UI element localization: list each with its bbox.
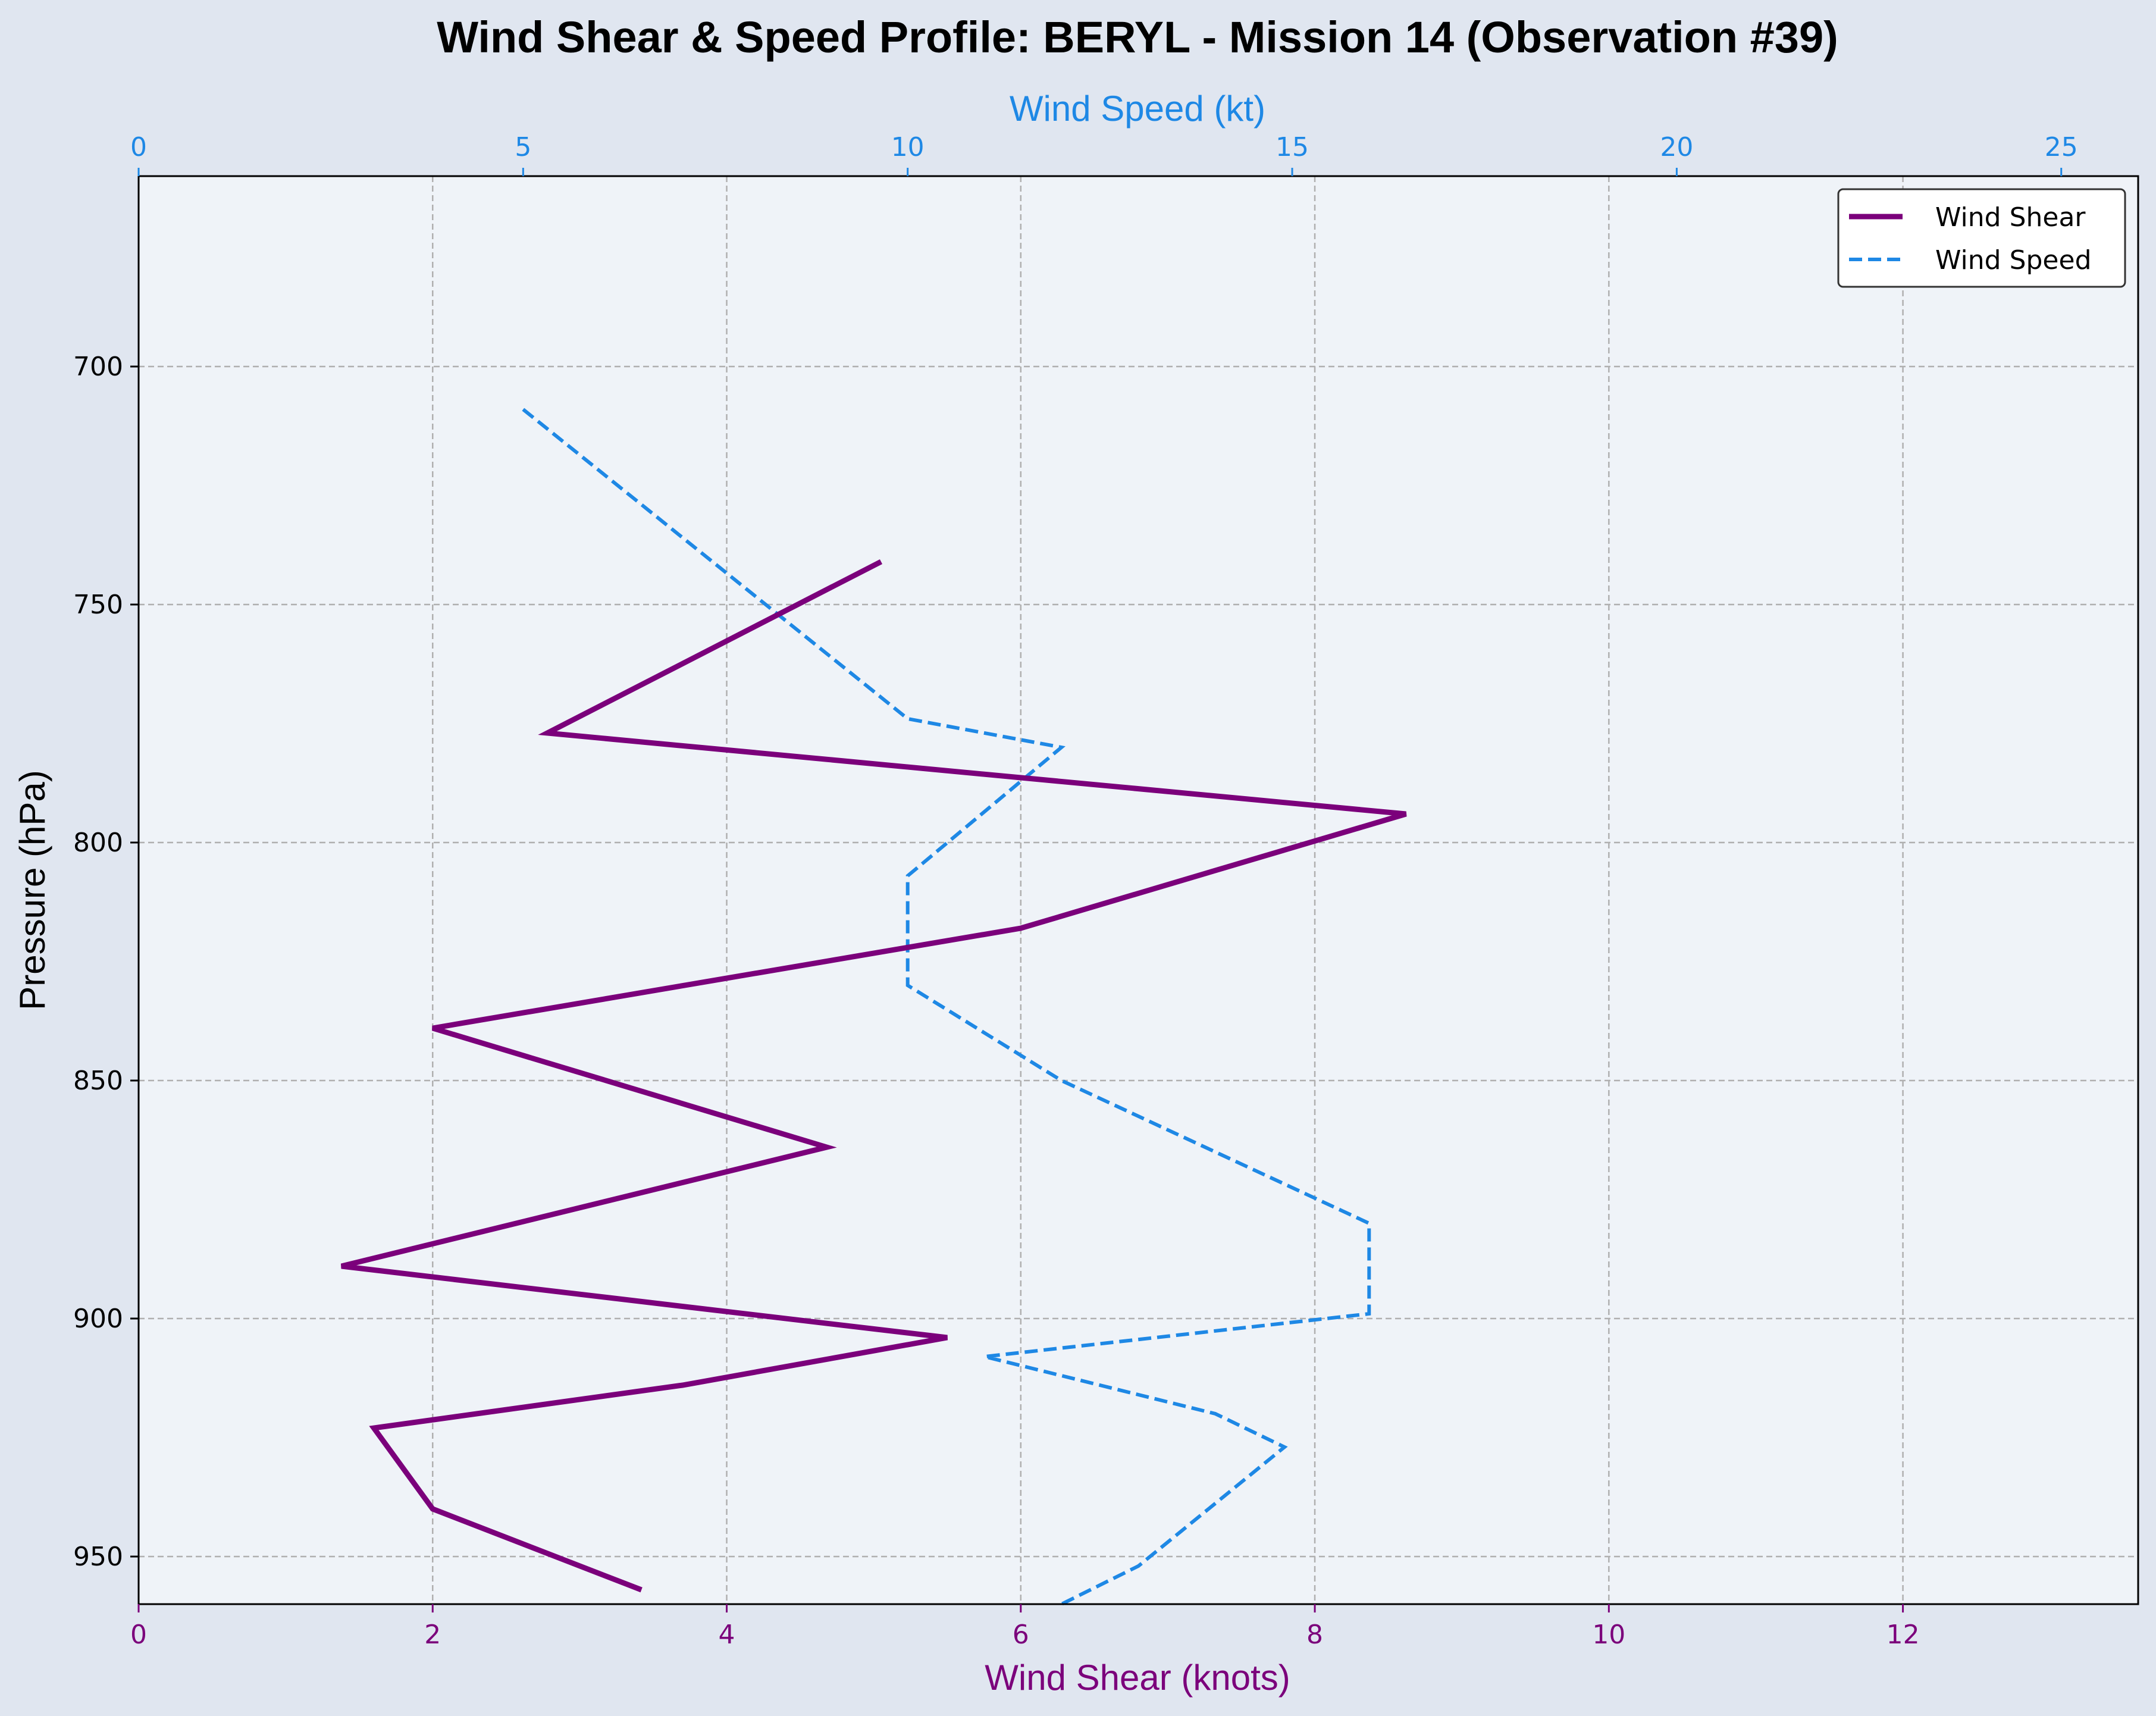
bottom-x-axis-ticks: 0 2 4 6 8 10 12 <box>130 1604 1920 1650</box>
y-tick-label: 850 <box>73 1066 123 1096</box>
y-tick-label: 950 <box>73 1542 123 1572</box>
top-x-axis-label: Wind Speed (kt) <box>1010 89 1265 129</box>
top-x-tick-label: 15 <box>1276 132 1309 162</box>
plot-area <box>139 176 2138 1604</box>
top-x-tick-label: 20 <box>1660 132 1693 162</box>
legend-box <box>1837 188 2126 288</box>
wind-speed-line <box>522 408 1371 1606</box>
top-x-tick-label: 0 <box>130 132 147 162</box>
y-tick-label: 900 <box>73 1304 123 1334</box>
grid <box>137 176 2138 1604</box>
bottom-x-tick-label: 2 <box>424 1620 441 1650</box>
y-tick-label: 700 <box>73 352 123 382</box>
bottom-x-tick-label: 12 <box>1887 1620 1920 1650</box>
legend-wind-speed-label: Wind Speed <box>1935 245 2092 275</box>
legend-wind-shear-label: Wind Shear <box>1935 202 2086 233</box>
top-x-tick-label: 10 <box>891 132 925 162</box>
bottom-x-tick-label: 8 <box>1306 1620 1323 1650</box>
y-tick-label: 800 <box>73 828 123 858</box>
y-tick-label: 750 <box>73 590 123 620</box>
legend: Wind Shear Wind Speed <box>1837 188 2126 288</box>
y-axis-label: Pressure (hPa) <box>12 770 52 1010</box>
y-axis-ticks: 700 750 800 850 900 950 <box>73 352 139 1572</box>
top-x-axis-ticks: 0 5 10 15 20 25 <box>130 132 2078 176</box>
bottom-x-tick-label: 0 <box>130 1620 147 1650</box>
bottom-x-tick-label: 10 <box>1592 1620 1625 1650</box>
top-x-tick-label: 5 <box>515 132 531 162</box>
series-layer <box>340 408 1407 1606</box>
bottom-x-tick-label: 4 <box>719 1620 735 1650</box>
bottom-x-axis-label: Wind Shear (knots) <box>985 1658 1290 1698</box>
bottom-x-tick-label: 6 <box>1013 1620 1029 1650</box>
top-x-tick-label: 25 <box>2045 132 2078 162</box>
wind-shear-line <box>340 559 1407 1593</box>
plot-frame <box>137 175 2139 1605</box>
chart-title: Wind Shear & Speed Profile: BERYL - Miss… <box>437 12 1838 62</box>
